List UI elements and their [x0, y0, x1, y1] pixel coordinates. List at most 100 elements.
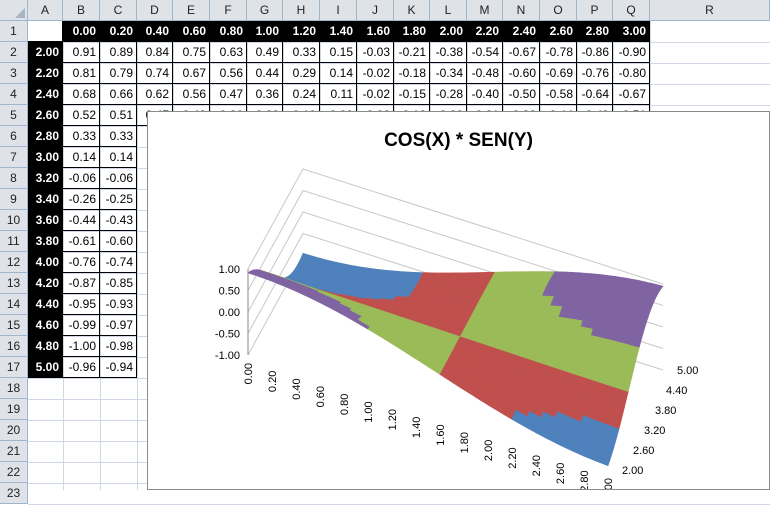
header-cell[interactable]: 2.40: [503, 21, 540, 42]
data-cell[interactable]: 0.47: [210, 84, 247, 105]
data-cell[interactable]: -0.15: [394, 84, 430, 105]
header-cell[interactable]: 3.20: [28, 168, 63, 189]
data-cell[interactable]: -0.69: [540, 63, 577, 84]
row-header-14[interactable]: 14: [0, 294, 28, 315]
row-header-19[interactable]: 19: [0, 399, 28, 420]
data-cell[interactable]: 0.36: [247, 84, 283, 105]
header-cell[interactable]: 1.00: [247, 21, 283, 42]
column-header-o[interactable]: O: [540, 0, 577, 21]
header-cell[interactable]: 2.80: [28, 126, 63, 147]
header-cell[interactable]: 1.40: [320, 21, 357, 42]
data-cell[interactable]: -0.21: [394, 42, 430, 63]
data-cell[interactable]: -0.76: [63, 252, 100, 273]
data-cell[interactable]: 0.81: [63, 63, 100, 84]
header-cell[interactable]: 3.40: [28, 189, 63, 210]
column-header-h[interactable]: H: [283, 0, 320, 21]
header-cell[interactable]: 4.80: [28, 336, 63, 357]
data-cell[interactable]: 0.63: [210, 42, 247, 63]
header-cell[interactable]: 2.00: [28, 42, 63, 63]
header-cell[interactable]: 0.40: [137, 21, 173, 42]
row-header-11[interactable]: 11: [0, 231, 28, 252]
row-header-17[interactable]: 17: [0, 357, 28, 378]
row-header-10[interactable]: 10: [0, 210, 28, 231]
column-header-f[interactable]: F: [210, 0, 247, 21]
header-cell[interactable]: 2.20: [28, 63, 63, 84]
data-cell[interactable]: -0.96: [63, 357, 100, 378]
row-header-2[interactable]: 2: [0, 42, 28, 63]
row-header-1[interactable]: 1: [0, 21, 28, 42]
column-header-q[interactable]: Q: [613, 0, 650, 21]
data-cell[interactable]: -0.76: [577, 63, 613, 84]
column-header-n[interactable]: N: [503, 0, 540, 21]
data-cell[interactable]: -0.67: [613, 84, 650, 105]
header-cell[interactable]: 1.80: [394, 21, 430, 42]
header-cell[interactable]: 1.20: [283, 21, 320, 42]
data-cell[interactable]: -0.18: [394, 63, 430, 84]
data-cell[interactable]: 0.14: [100, 147, 137, 168]
data-cell[interactable]: -0.94: [100, 357, 137, 378]
column-header-e[interactable]: E: [173, 0, 210, 21]
data-cell[interactable]: -0.98: [100, 336, 137, 357]
column-header-i[interactable]: I: [320, 0, 357, 21]
column-header-r[interactable]: R: [650, 0, 770, 21]
data-cell[interactable]: -1.00: [63, 336, 100, 357]
data-cell[interactable]: -0.26: [63, 189, 100, 210]
data-cell[interactable]: 0.29: [283, 63, 320, 84]
header-cell[interactable]: 4.20: [28, 273, 63, 294]
data-cell[interactable]: -0.78: [540, 42, 577, 63]
data-cell[interactable]: -0.43: [100, 210, 137, 231]
header-cell[interactable]: 1.60: [357, 21, 394, 42]
data-cell[interactable]: 0.33: [283, 42, 320, 63]
header-cell[interactable]: 0.20: [100, 21, 137, 42]
row-header-7[interactable]: 7: [0, 147, 28, 168]
header-cell[interactable]: 3.60: [28, 210, 63, 231]
cell-a1[interactable]: [28, 21, 63, 42]
data-cell[interactable]: -0.61: [63, 231, 100, 252]
header-cell[interactable]: 3.00: [28, 147, 63, 168]
data-cell[interactable]: -0.02: [357, 63, 394, 84]
header-cell[interactable]: 0.00: [63, 21, 100, 42]
column-header-c[interactable]: C: [100, 0, 137, 21]
data-cell[interactable]: 0.84: [137, 42, 173, 63]
row-header-12[interactable]: 12: [0, 252, 28, 273]
data-cell[interactable]: 0.66: [100, 84, 137, 105]
row-header-6[interactable]: 6: [0, 126, 28, 147]
column-header-k[interactable]: K: [394, 0, 430, 21]
data-cell[interactable]: 0.79: [100, 63, 137, 84]
data-cell[interactable]: 0.15: [320, 42, 357, 63]
row-header-22[interactable]: 22: [0, 462, 28, 483]
data-cell[interactable]: -0.28: [430, 84, 467, 105]
data-cell[interactable]: -0.40: [467, 84, 503, 105]
data-cell[interactable]: 0.14: [320, 63, 357, 84]
row-header-23[interactable]: 23: [0, 483, 28, 504]
data-cell[interactable]: -0.60: [503, 63, 540, 84]
surface-chart[interactable]: COS(X) * SEN(Y) -1.00 -0.50 0.00 0.50 1.00 0.…: [147, 111, 770, 490]
data-cell[interactable]: -0.95: [63, 294, 100, 315]
column-header-b[interactable]: B: [63, 0, 100, 21]
data-cell[interactable]: 0.67: [173, 63, 210, 84]
column-header-d[interactable]: D: [137, 0, 173, 21]
data-cell[interactable]: 0.75: [173, 42, 210, 63]
header-cell[interactable]: 2.80: [577, 21, 613, 42]
row-header-20[interactable]: 20: [0, 420, 28, 441]
data-cell[interactable]: -0.93: [100, 294, 137, 315]
data-cell[interactable]: -0.02: [357, 84, 394, 105]
data-cell[interactable]: 0.51: [100, 105, 137, 126]
row-header-13[interactable]: 13: [0, 273, 28, 294]
data-cell[interactable]: -0.67: [503, 42, 540, 63]
header-cell[interactable]: 2.60: [540, 21, 577, 42]
data-cell[interactable]: 0.52: [63, 105, 100, 126]
header-cell[interactable]: 4.40: [28, 294, 63, 315]
row-header-15[interactable]: 15: [0, 315, 28, 336]
header-cell[interactable]: 2.20: [467, 21, 503, 42]
header-cell[interactable]: 2.60: [28, 105, 63, 126]
data-cell[interactable]: -0.74: [100, 252, 137, 273]
header-cell[interactable]: 0.80: [210, 21, 247, 42]
header-cell[interactable]: 3.00: [613, 21, 650, 42]
data-cell[interactable]: -0.97: [100, 315, 137, 336]
column-header-j[interactable]: J: [357, 0, 394, 21]
select-all-button[interactable]: [0, 0, 28, 21]
data-cell[interactable]: 0.24: [283, 84, 320, 105]
data-cell[interactable]: -0.38: [430, 42, 467, 63]
data-cell[interactable]: 0.56: [210, 63, 247, 84]
